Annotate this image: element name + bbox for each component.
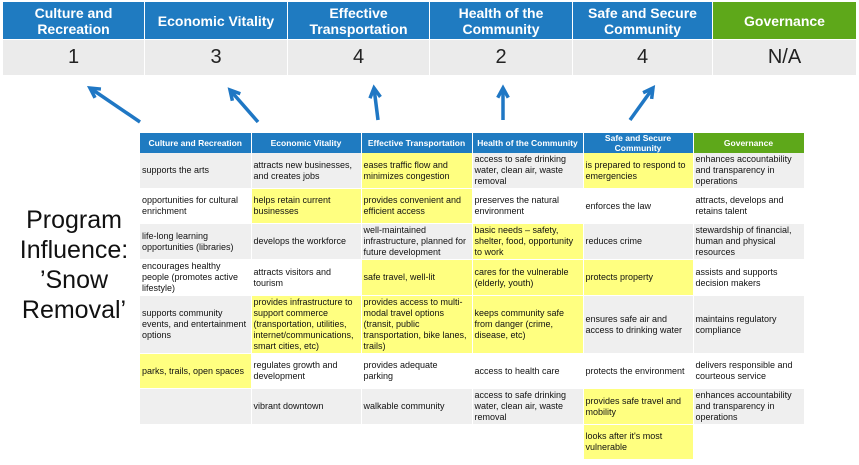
table-row: life-long learning opportunities (librar… xyxy=(140,223,805,260)
table-cell: cares for the vulnerable (elderly, youth… xyxy=(472,259,584,296)
table-cell: opportunities for cultural enrichment xyxy=(140,188,252,224)
table-cell xyxy=(361,424,473,460)
table-cell: reduces crime xyxy=(583,223,694,260)
arrow-icon xyxy=(86,85,141,124)
category-header: Effective Transportation xyxy=(288,2,430,39)
table-cell: access to safe drinking water, clean air… xyxy=(472,153,584,189)
arrow-icon xyxy=(368,84,382,121)
influence-table: Culture and Recreation Economic Vitality E… xyxy=(140,133,805,460)
table-cell: preserves the natural environment xyxy=(472,188,584,224)
table-cell: encourages healthy people (promotes acti… xyxy=(140,259,252,296)
category-column: Safe and Secure Community 4 xyxy=(573,2,713,75)
table-cell: basic needs – safety, shelter, food, opp… xyxy=(472,223,584,260)
program-influence-label: Program Influence: ’Snow Removal’ xyxy=(19,206,129,324)
category-header: Safe and Secure Community xyxy=(573,2,713,39)
table-header: Culture and Recreation xyxy=(140,133,252,153)
category-column: Culture and Recreation 1 xyxy=(3,2,145,75)
table-row: opportunities for cultural enrichment hel… xyxy=(140,188,805,224)
table-header: Governance xyxy=(693,133,805,153)
category-header: Culture and Recreation xyxy=(3,2,145,39)
arrow-icon xyxy=(628,85,656,122)
category-column: Effective Transportation 4 xyxy=(288,2,430,75)
category-score: 2 xyxy=(430,39,573,75)
arrow-icon xyxy=(227,87,260,124)
table-header: Effective Transportation xyxy=(361,133,473,153)
category-score: N/A xyxy=(713,39,857,75)
table-cell: enhances accountability and transparency… xyxy=(693,388,805,425)
table-cell: access to safe drinking water, clean air… xyxy=(472,388,584,425)
category-column: Economic Vitality 3 xyxy=(145,2,288,75)
table-cell: eases traffic flow and minimizes congest… xyxy=(361,153,473,189)
table-cell: access to health care xyxy=(472,353,584,389)
table-cell: provides access to multi-modal travel op… xyxy=(361,295,473,354)
table-cell: attracts, develops and retains talent xyxy=(693,188,805,224)
table-cell: regulates growth and development xyxy=(251,353,362,389)
table-cell: well-maintained infrastructure, planned … xyxy=(361,223,473,260)
category-score: 1 xyxy=(3,39,145,75)
category-header: Economic Vitality xyxy=(145,2,288,39)
table-cell: supports community events, and entertain… xyxy=(140,295,252,354)
table-cell: walkable community xyxy=(361,388,473,425)
table-cell xyxy=(140,388,252,425)
table-cell: parks, trails, open spaces xyxy=(140,353,252,389)
table-row: encourages healthy people (promotes acti… xyxy=(140,259,805,296)
table-cell: enforces the law xyxy=(583,188,694,224)
table-cell: safe travel, well-lit xyxy=(361,259,473,296)
table-row: parks, trails, open spaces regulates grow… xyxy=(140,353,805,389)
table-header: Safe and Secure Community xyxy=(583,133,694,153)
table-cell: protects property xyxy=(583,259,694,296)
table-cell: maintains regulatory compliance xyxy=(693,295,805,354)
table-cell: keeps community safe from danger (crime,… xyxy=(472,295,584,354)
arrow-icon xyxy=(496,84,510,120)
table-cell: enhances accountability and transparency… xyxy=(693,153,805,189)
category-column: Governance N/A xyxy=(713,2,857,75)
table-cell: assists and supports decision makers xyxy=(693,259,805,296)
score-summary: Culture and Recreation 1 Economic Vitality… xyxy=(3,2,857,75)
table-cell: provides safe travel and mobility xyxy=(583,388,694,425)
table-cell xyxy=(140,424,252,460)
table-cell: attracts visitors and tourism xyxy=(251,259,362,296)
table-cell: protects the environment xyxy=(583,353,694,389)
table-header: Economic Vitality xyxy=(251,133,362,153)
table-row: looks after it's most vulnerable xyxy=(140,424,805,460)
table-cell: delivers responsible and courteous servi… xyxy=(693,353,805,389)
table-cell: provides infrastructure to support comme… xyxy=(251,295,362,354)
table-cell: supports the arts xyxy=(140,153,252,189)
table-cell: develops the workforce xyxy=(251,223,362,260)
table-cell xyxy=(251,424,362,460)
table-cell: provides adequate parking xyxy=(361,353,473,389)
table-cell: looks after it's most vulnerable xyxy=(583,424,694,460)
table-row: supports the arts attracts new businesses… xyxy=(140,153,805,189)
table-cell: stewardship of financial, human and phys… xyxy=(693,223,805,260)
table-cell: attracts new businesses, and creates job… xyxy=(251,153,362,189)
table-cell: vibrant downtown xyxy=(251,388,362,425)
table-cell: is prepared to respond to emergencies xyxy=(583,153,694,189)
category-score: 3 xyxy=(145,39,288,75)
table-cell: helps retain current businesses xyxy=(251,188,362,224)
table-cell xyxy=(472,424,584,460)
category-score: 4 xyxy=(288,39,430,75)
category-column: Health of the Community 2 xyxy=(430,2,573,75)
table-cell: life-long learning opportunities (librar… xyxy=(140,223,252,260)
table-row: vibrant downtown walkable community access… xyxy=(140,388,805,425)
category-header: Governance xyxy=(713,2,857,39)
table-cell xyxy=(693,424,805,460)
category-header: Health of the Community xyxy=(430,2,573,39)
table-cell: provides convenient and efficient access xyxy=(361,188,473,224)
category-score: 4 xyxy=(573,39,713,75)
table-header: Health of the Community xyxy=(472,133,584,153)
table-row: supports community events, and entertain… xyxy=(140,295,805,354)
table-cell: ensures safe air and access to drinking … xyxy=(583,295,694,354)
arrows xyxy=(86,84,656,124)
